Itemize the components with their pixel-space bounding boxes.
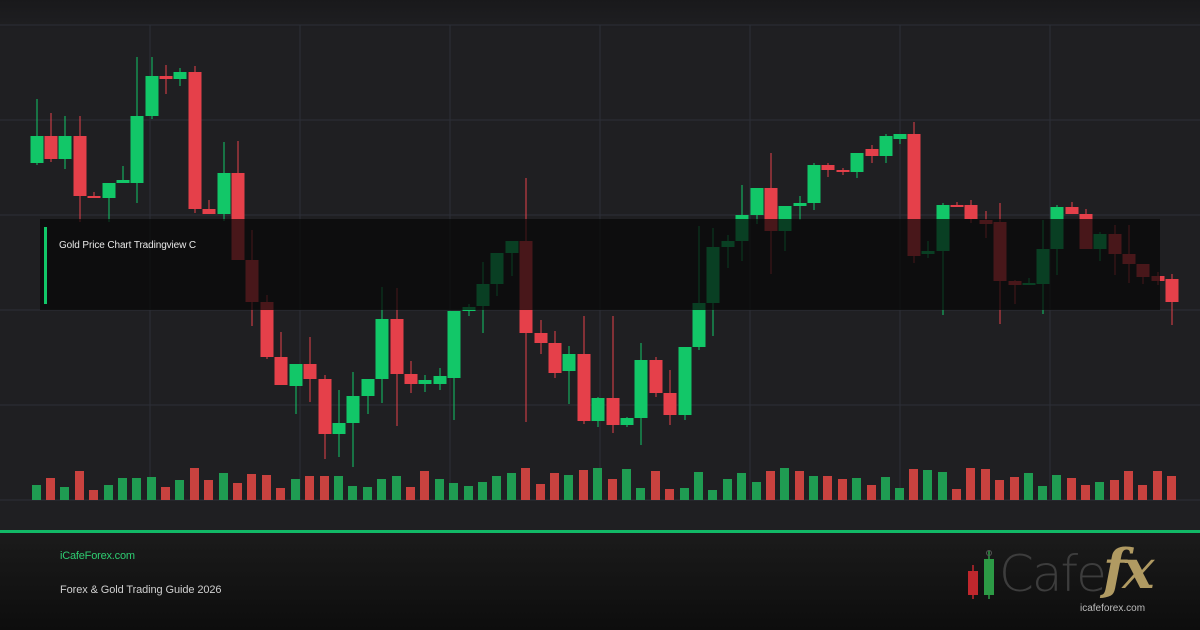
footer: iCafeForex.com Forex & Gold Trading Guid… <box>0 533 1200 630</box>
tagline: Forex & Gold Trading Guide 2026 <box>60 584 222 596</box>
site-link[interactable]: iCafeForex.com <box>60 550 135 562</box>
logo-url: icafeforex.com <box>1080 603 1146 614</box>
chart-title-overlay: Gold Price Chart Tradingview C <box>40 219 1160 310</box>
candles-logo-icon <box>968 550 994 599</box>
logo-fx-mark: fx <box>1103 537 1154 601</box>
icafefx-logo: Cafe fx icafeforex.com <box>965 537 1185 625</box>
overlay-accent-bar <box>44 227 47 304</box>
volume-bars <box>32 468 1176 500</box>
candlestick-chart: Gold Price Chart Tradingview C <box>0 0 1200 530</box>
chart-title: Gold Price Chart Tradingview C <box>59 240 197 251</box>
accent-divider <box>0 530 1200 533</box>
logo-wordmark: Cafe <box>999 545 1107 603</box>
